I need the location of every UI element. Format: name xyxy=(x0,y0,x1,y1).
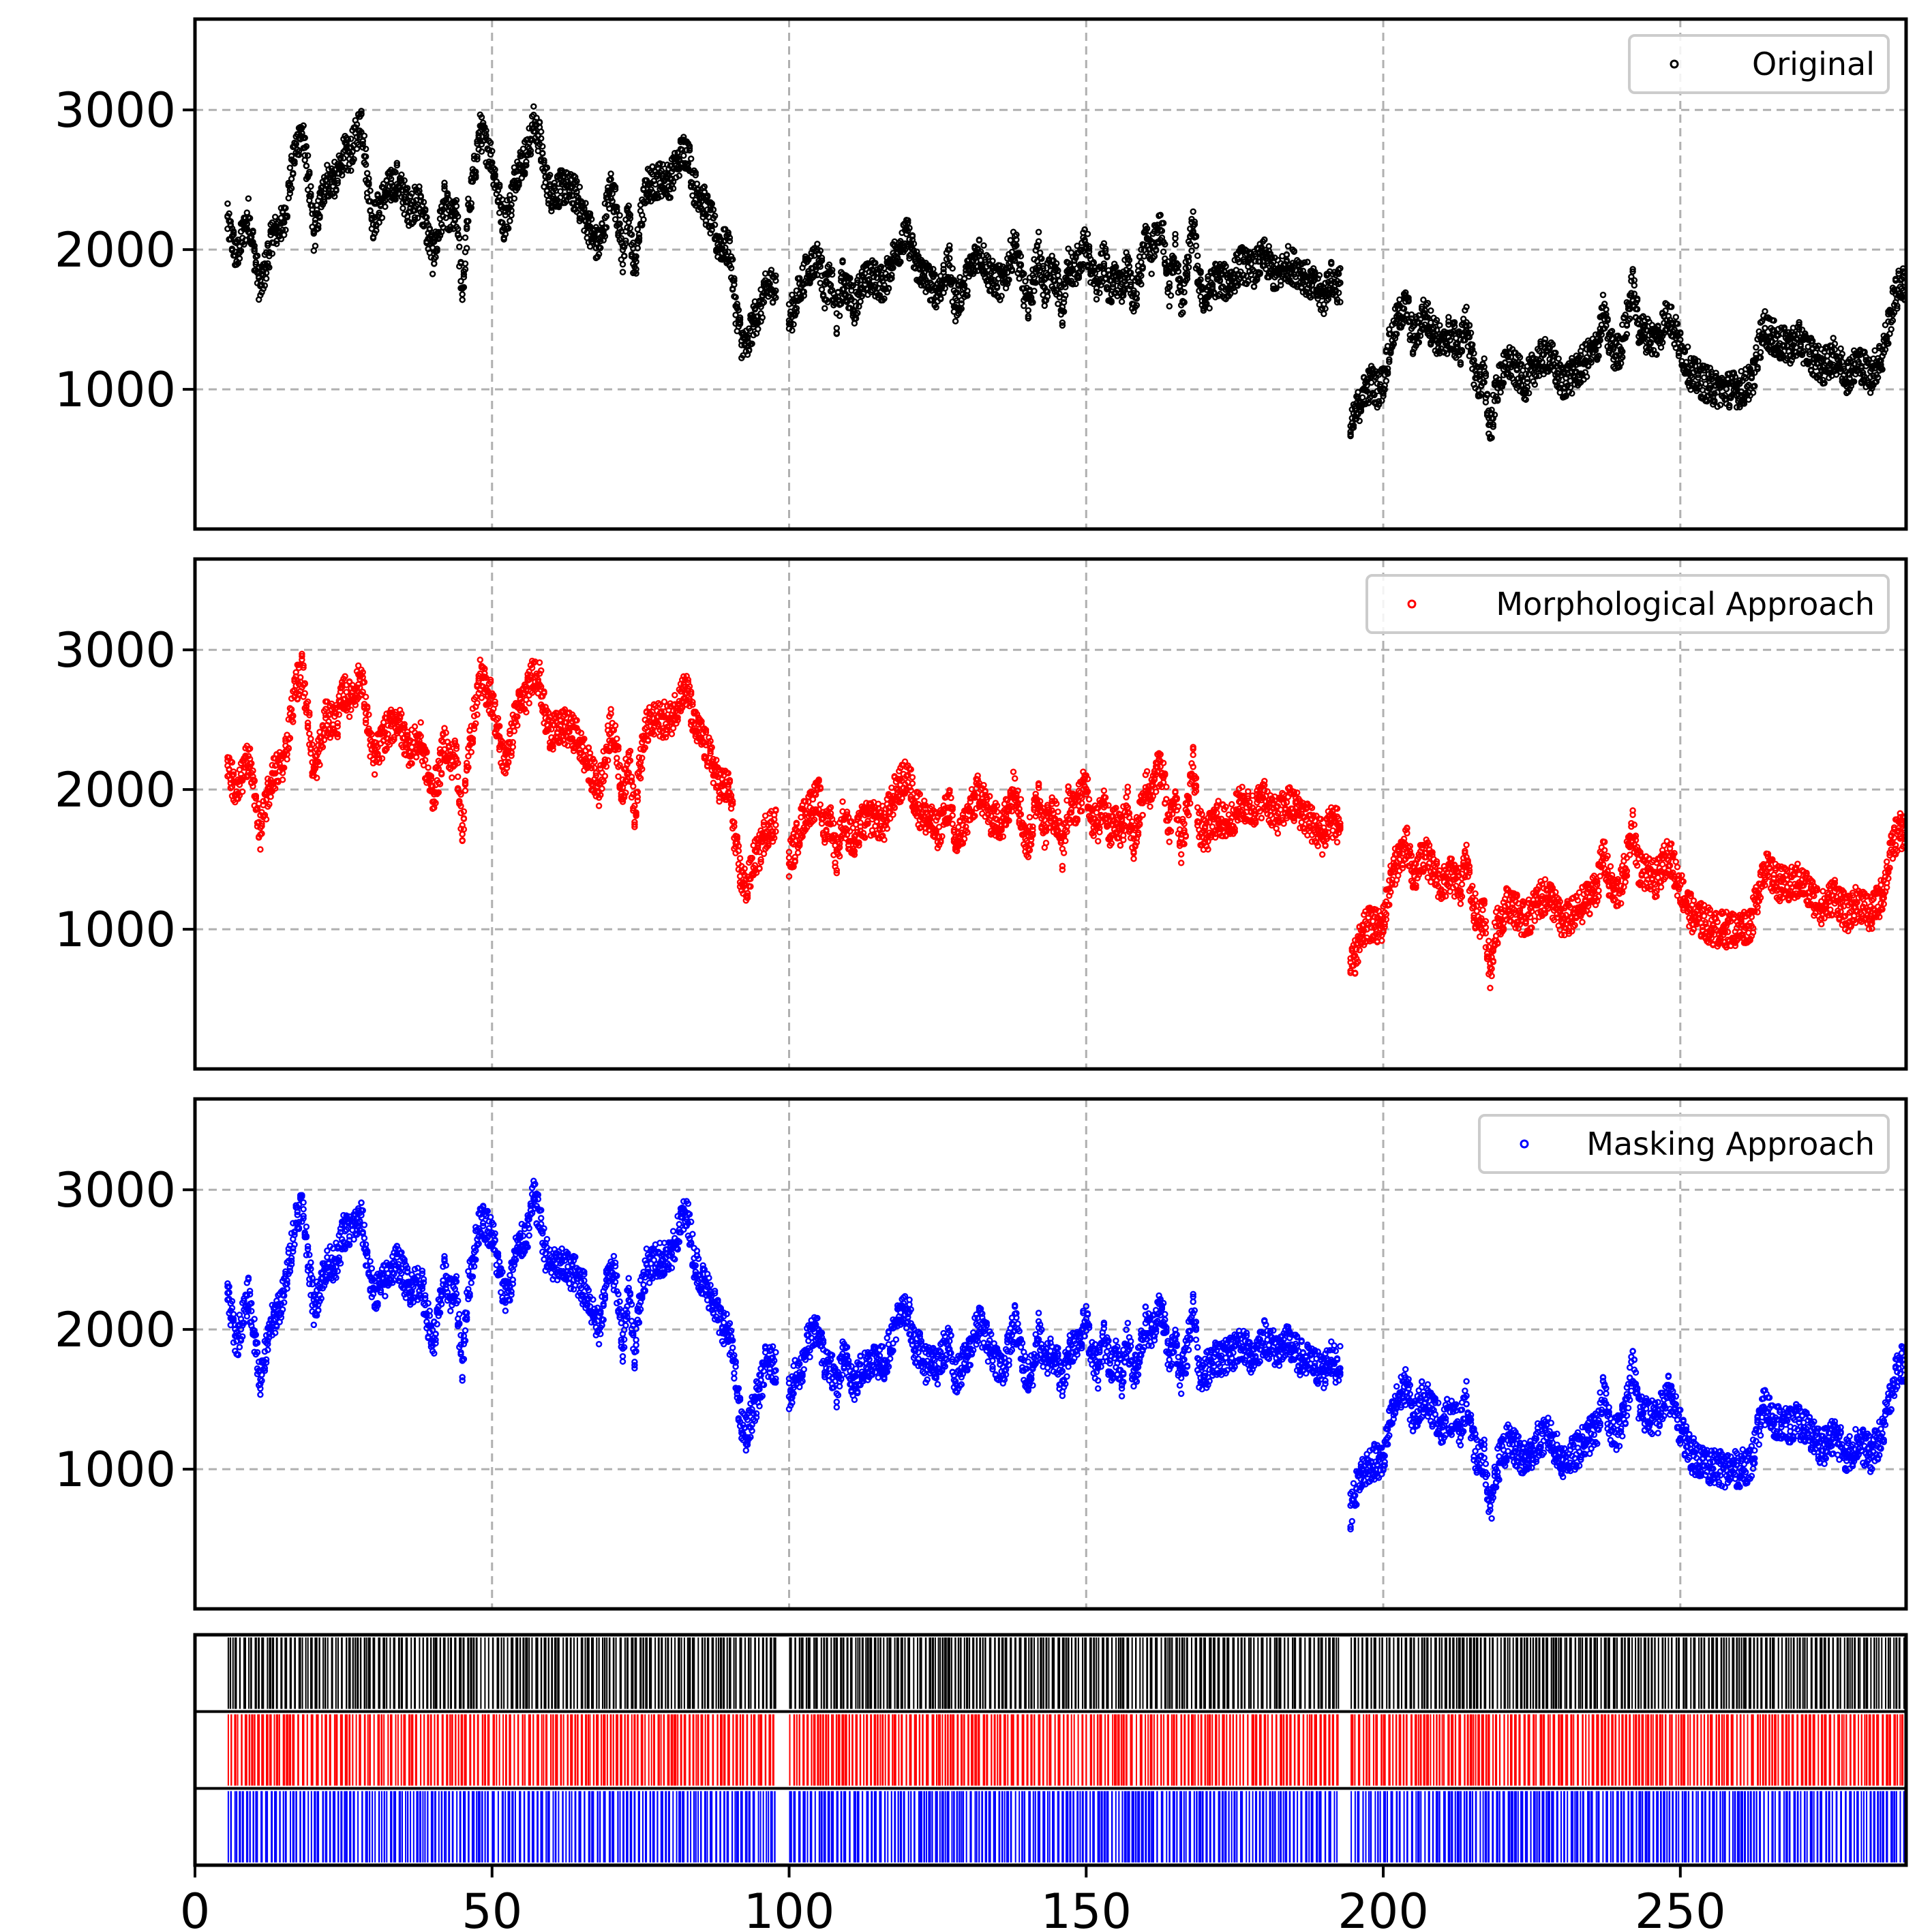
legend-label: Original xyxy=(1752,46,1875,82)
y-tick-label: 1000 xyxy=(55,902,176,958)
data-point xyxy=(237,247,245,254)
data-point xyxy=(344,167,352,174)
data-point xyxy=(304,152,312,159)
data-point xyxy=(327,190,334,197)
data-point xyxy=(306,168,313,176)
data-point xyxy=(271,213,279,220)
y-tick-label: 3000 xyxy=(55,622,176,678)
data-point xyxy=(254,252,261,259)
data-point xyxy=(230,229,237,236)
data-point xyxy=(307,183,314,190)
data-point xyxy=(301,134,308,141)
data-point xyxy=(300,122,307,130)
data-point xyxy=(350,155,357,163)
data-point xyxy=(255,264,262,271)
data-point xyxy=(262,275,270,282)
data-point xyxy=(262,269,270,277)
data-point xyxy=(315,222,322,229)
data-point xyxy=(337,154,344,162)
data-point xyxy=(307,193,314,200)
data-point xyxy=(312,242,319,250)
y-tick-label: 2000 xyxy=(55,222,176,278)
data-point xyxy=(292,140,299,147)
data-point xyxy=(277,235,285,243)
data-point xyxy=(348,135,354,142)
data-point xyxy=(353,121,361,128)
data-point xyxy=(288,185,295,192)
data-point xyxy=(358,108,365,115)
data-point xyxy=(301,157,308,164)
data-point xyxy=(295,151,303,158)
y-tick-label: 2000 xyxy=(55,762,176,818)
data-point xyxy=(303,143,310,150)
data-point xyxy=(246,215,254,222)
data-point xyxy=(340,155,347,162)
data-point xyxy=(333,187,339,194)
data-point xyxy=(344,136,352,143)
data-point xyxy=(250,227,256,235)
data-point xyxy=(224,200,231,207)
data-point xyxy=(269,250,276,257)
data-point xyxy=(245,195,252,202)
y-tick-label: 1000 xyxy=(55,362,176,418)
data-point xyxy=(303,162,310,170)
data-point xyxy=(315,225,322,232)
data-point xyxy=(316,213,323,220)
data-point xyxy=(359,138,366,145)
data-point xyxy=(261,282,269,289)
data-points xyxy=(224,103,1908,442)
data-point xyxy=(286,164,294,171)
data-point xyxy=(266,264,273,271)
data-point xyxy=(320,198,328,205)
data-point xyxy=(310,230,318,237)
data-point xyxy=(236,255,243,262)
data-point xyxy=(291,158,298,165)
data-point xyxy=(358,111,365,118)
data-point xyxy=(243,220,251,227)
legend: Original xyxy=(1628,34,1890,94)
data-point xyxy=(265,242,271,249)
data-point xyxy=(251,247,258,255)
data-point xyxy=(282,205,289,212)
data-point xyxy=(331,193,338,200)
data-point xyxy=(307,190,314,198)
original-panel: 1000 2000 3000 Original xyxy=(55,17,1908,531)
data-point xyxy=(358,129,365,136)
data-point xyxy=(227,218,235,225)
data-point xyxy=(349,148,356,155)
data-point xyxy=(334,179,341,187)
data-point xyxy=(295,148,303,155)
data-point xyxy=(290,170,297,177)
y-tick-label: 3000 xyxy=(55,82,176,138)
data-point xyxy=(273,240,280,247)
data-point xyxy=(348,167,354,174)
data-point xyxy=(284,213,290,220)
data-point xyxy=(282,226,289,234)
data-point xyxy=(226,210,232,217)
data-point xyxy=(334,177,341,184)
